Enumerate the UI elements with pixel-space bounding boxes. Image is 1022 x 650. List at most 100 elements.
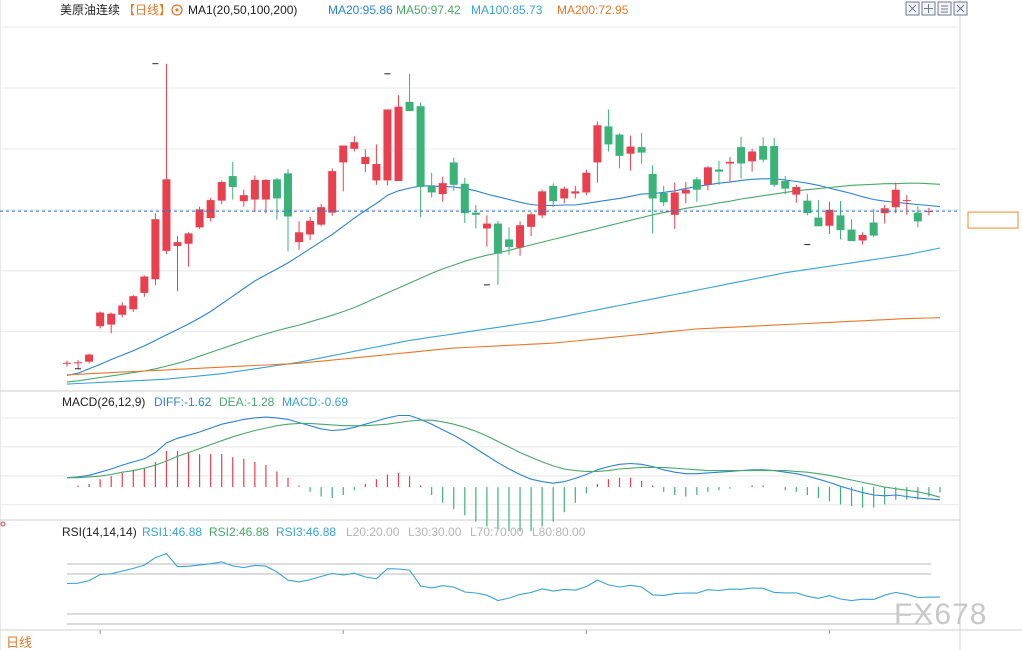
rsi-l70-value: L70:70.00 [470, 525, 524, 539]
macd-dea-value: DEA:-1.28 [219, 395, 275, 409]
candle-body [792, 186, 801, 195]
candle-12 [195, 206, 204, 230]
period-tag[interactable]: 【日线】 [123, 3, 171, 17]
candle-body [295, 232, 304, 243]
candle-body [692, 179, 701, 190]
rsi-marker-icon [0, 521, 6, 527]
ma100-value: MA100:85.73 [471, 3, 543, 17]
candlesticks[interactable] [63, 63, 933, 369]
candle-31 [405, 73, 414, 112]
candle-30 [394, 95, 403, 181]
candle-body [825, 209, 834, 226]
macd-panel [0, 414, 960, 532]
candle-53 [648, 165, 657, 234]
rsi-panel [66, 552, 941, 625]
footer-period-label[interactable]: 日线 [6, 635, 32, 650]
candle-38 [482, 215, 491, 247]
candle-45 [560, 186, 569, 204]
candle-body [449, 162, 458, 185]
current-price [0, 210, 1019, 229]
candle-body [681, 189, 690, 194]
candle-28 [372, 144, 381, 185]
candle-73 [869, 208, 878, 238]
candle-7 [140, 275, 149, 297]
candle-17 [250, 175, 259, 213]
candle-16 [239, 189, 248, 207]
toolbar-fullscreen-icon[interactable] [905, 1, 920, 16]
candle-9 [162, 63, 171, 255]
candle-body [206, 200, 215, 219]
candle-body [482, 223, 491, 229]
candle-body [759, 146, 768, 160]
settings-icon[interactable] [171, 4, 183, 16]
candle-61 [737, 136, 746, 179]
candle-body [85, 354, 94, 362]
watermark: FX678 [894, 598, 987, 631]
candle-body [781, 180, 790, 189]
candle-body [913, 212, 922, 222]
candle-body [703, 167, 712, 185]
candle-71 [847, 219, 856, 242]
candle-body [261, 179, 270, 200]
candle-body [869, 222, 878, 236]
candle-56 [681, 182, 690, 204]
rsi-l30-value: L30:30.00 [408, 525, 462, 539]
candle-body [659, 192, 668, 203]
candle-37 [471, 205, 480, 229]
candle-body [129, 296, 138, 310]
candle-body [858, 235, 867, 241]
candle-body [615, 134, 624, 156]
ma200-line [66, 317, 941, 376]
ma100-line [66, 247, 941, 385]
candle-body [648, 173, 657, 199]
candle-49 [604, 109, 613, 152]
candle-body [317, 207, 326, 225]
candle-body [737, 147, 746, 164]
candle-35 [449, 157, 458, 191]
candle-body [173, 242, 182, 246]
candle-body [228, 176, 237, 187]
candle-44 [549, 183, 558, 208]
candle-51 [626, 135, 635, 171]
candle-body [637, 147, 646, 153]
candle-8 [151, 213, 160, 286]
candle-body [118, 305, 127, 315]
candle-body [770, 146, 779, 185]
candle-body [604, 126, 613, 145]
candle-62 [748, 148, 757, 172]
candle-47 [582, 169, 591, 196]
candle-3 [96, 311, 105, 329]
ma20-line [66, 178, 941, 376]
candle-body [361, 156, 370, 165]
dea-line [67, 419, 941, 498]
toolbar-close-icon[interactable] [953, 1, 968, 16]
rsi2-value: RSI2:46.88 [209, 525, 269, 539]
candle-57 [692, 177, 701, 202]
candle-body [670, 192, 679, 215]
candle-34 [438, 176, 447, 202]
candle-32 [416, 102, 425, 218]
candle-body [726, 161, 734, 164]
candle-body [593, 125, 602, 163]
symbol-title: 美原油连续 [60, 2, 120, 17]
candle-23 [317, 203, 326, 227]
candle-body [847, 229, 856, 242]
candle-body [140, 276, 149, 293]
candle-body [571, 191, 580, 194]
candle-78 [924, 207, 933, 216]
candle-body [438, 183, 447, 195]
candle-77 [913, 206, 922, 228]
candle-body [151, 219, 160, 280]
candle-25 [339, 145, 348, 192]
ma50-value: MA50:97.42 [396, 3, 461, 17]
candle-39 [493, 220, 502, 285]
candle-body [195, 209, 204, 228]
candle-body [107, 313, 116, 325]
candle-36 [460, 177, 469, 224]
rsi-label: RSI(14,14,14) [62, 525, 137, 539]
toolbar-split-icon[interactable] [921, 1, 936, 16]
rsi-line [66, 552, 941, 602]
last-price-tag-box [967, 211, 1019, 229]
toolbar-layout-icon[interactable] [937, 1, 952, 16]
